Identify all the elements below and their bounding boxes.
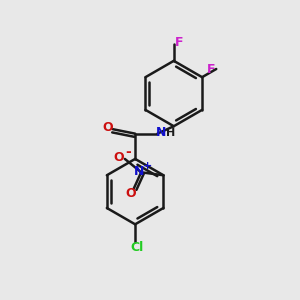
Text: Cl: Cl [130,241,143,254]
Text: F: F [207,62,215,76]
Text: O: O [102,121,113,134]
Text: +: + [143,161,152,171]
Text: N: N [134,165,144,178]
Text: N: N [156,126,166,139]
Text: -: - [125,146,131,159]
Text: H: H [166,128,176,138]
Text: O: O [125,187,136,200]
Text: F: F [175,36,183,49]
Text: O: O [114,151,124,164]
